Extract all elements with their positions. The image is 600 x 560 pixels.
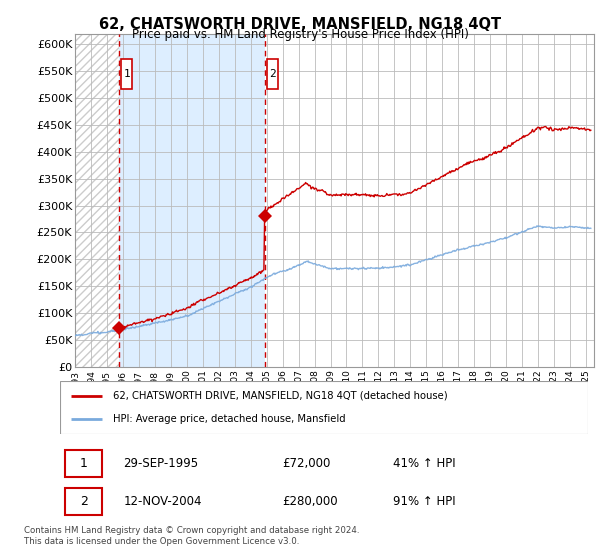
FancyBboxPatch shape bbox=[65, 450, 102, 477]
Bar bbox=[119, 34, 265, 367]
Text: HPI: Average price, detached house, Mansfield: HPI: Average price, detached house, Mans… bbox=[113, 414, 346, 424]
FancyBboxPatch shape bbox=[121, 59, 133, 88]
Bar bbox=[265, 34, 594, 367]
FancyBboxPatch shape bbox=[65, 488, 102, 515]
Text: 29-SEP-1995: 29-SEP-1995 bbox=[124, 457, 199, 470]
Text: 41% ↑ HPI: 41% ↑ HPI bbox=[392, 457, 455, 470]
Text: £72,000: £72,000 bbox=[282, 457, 330, 470]
Text: 62, CHATSWORTH DRIVE, MANSFIELD, NG18 4QT (detached house): 62, CHATSWORTH DRIVE, MANSFIELD, NG18 4Q… bbox=[113, 391, 448, 401]
Text: 12-NOV-2004: 12-NOV-2004 bbox=[124, 495, 202, 508]
FancyBboxPatch shape bbox=[60, 381, 588, 434]
Text: 2: 2 bbox=[80, 495, 88, 508]
Text: 2: 2 bbox=[269, 68, 276, 78]
Text: 62, CHATSWORTH DRIVE, MANSFIELD, NG18 4QT: 62, CHATSWORTH DRIVE, MANSFIELD, NG18 4Q… bbox=[99, 17, 501, 32]
Bar bbox=[75, 34, 119, 367]
Text: £280,000: £280,000 bbox=[282, 495, 337, 508]
FancyBboxPatch shape bbox=[267, 59, 278, 88]
Text: Contains HM Land Registry data © Crown copyright and database right 2024.
This d: Contains HM Land Registry data © Crown c… bbox=[24, 526, 359, 546]
Text: 1: 1 bbox=[124, 68, 130, 78]
Text: 1: 1 bbox=[80, 457, 88, 470]
Text: 91% ↑ HPI: 91% ↑ HPI bbox=[392, 495, 455, 508]
Text: Price paid vs. HM Land Registry's House Price Index (HPI): Price paid vs. HM Land Registry's House … bbox=[131, 28, 469, 41]
